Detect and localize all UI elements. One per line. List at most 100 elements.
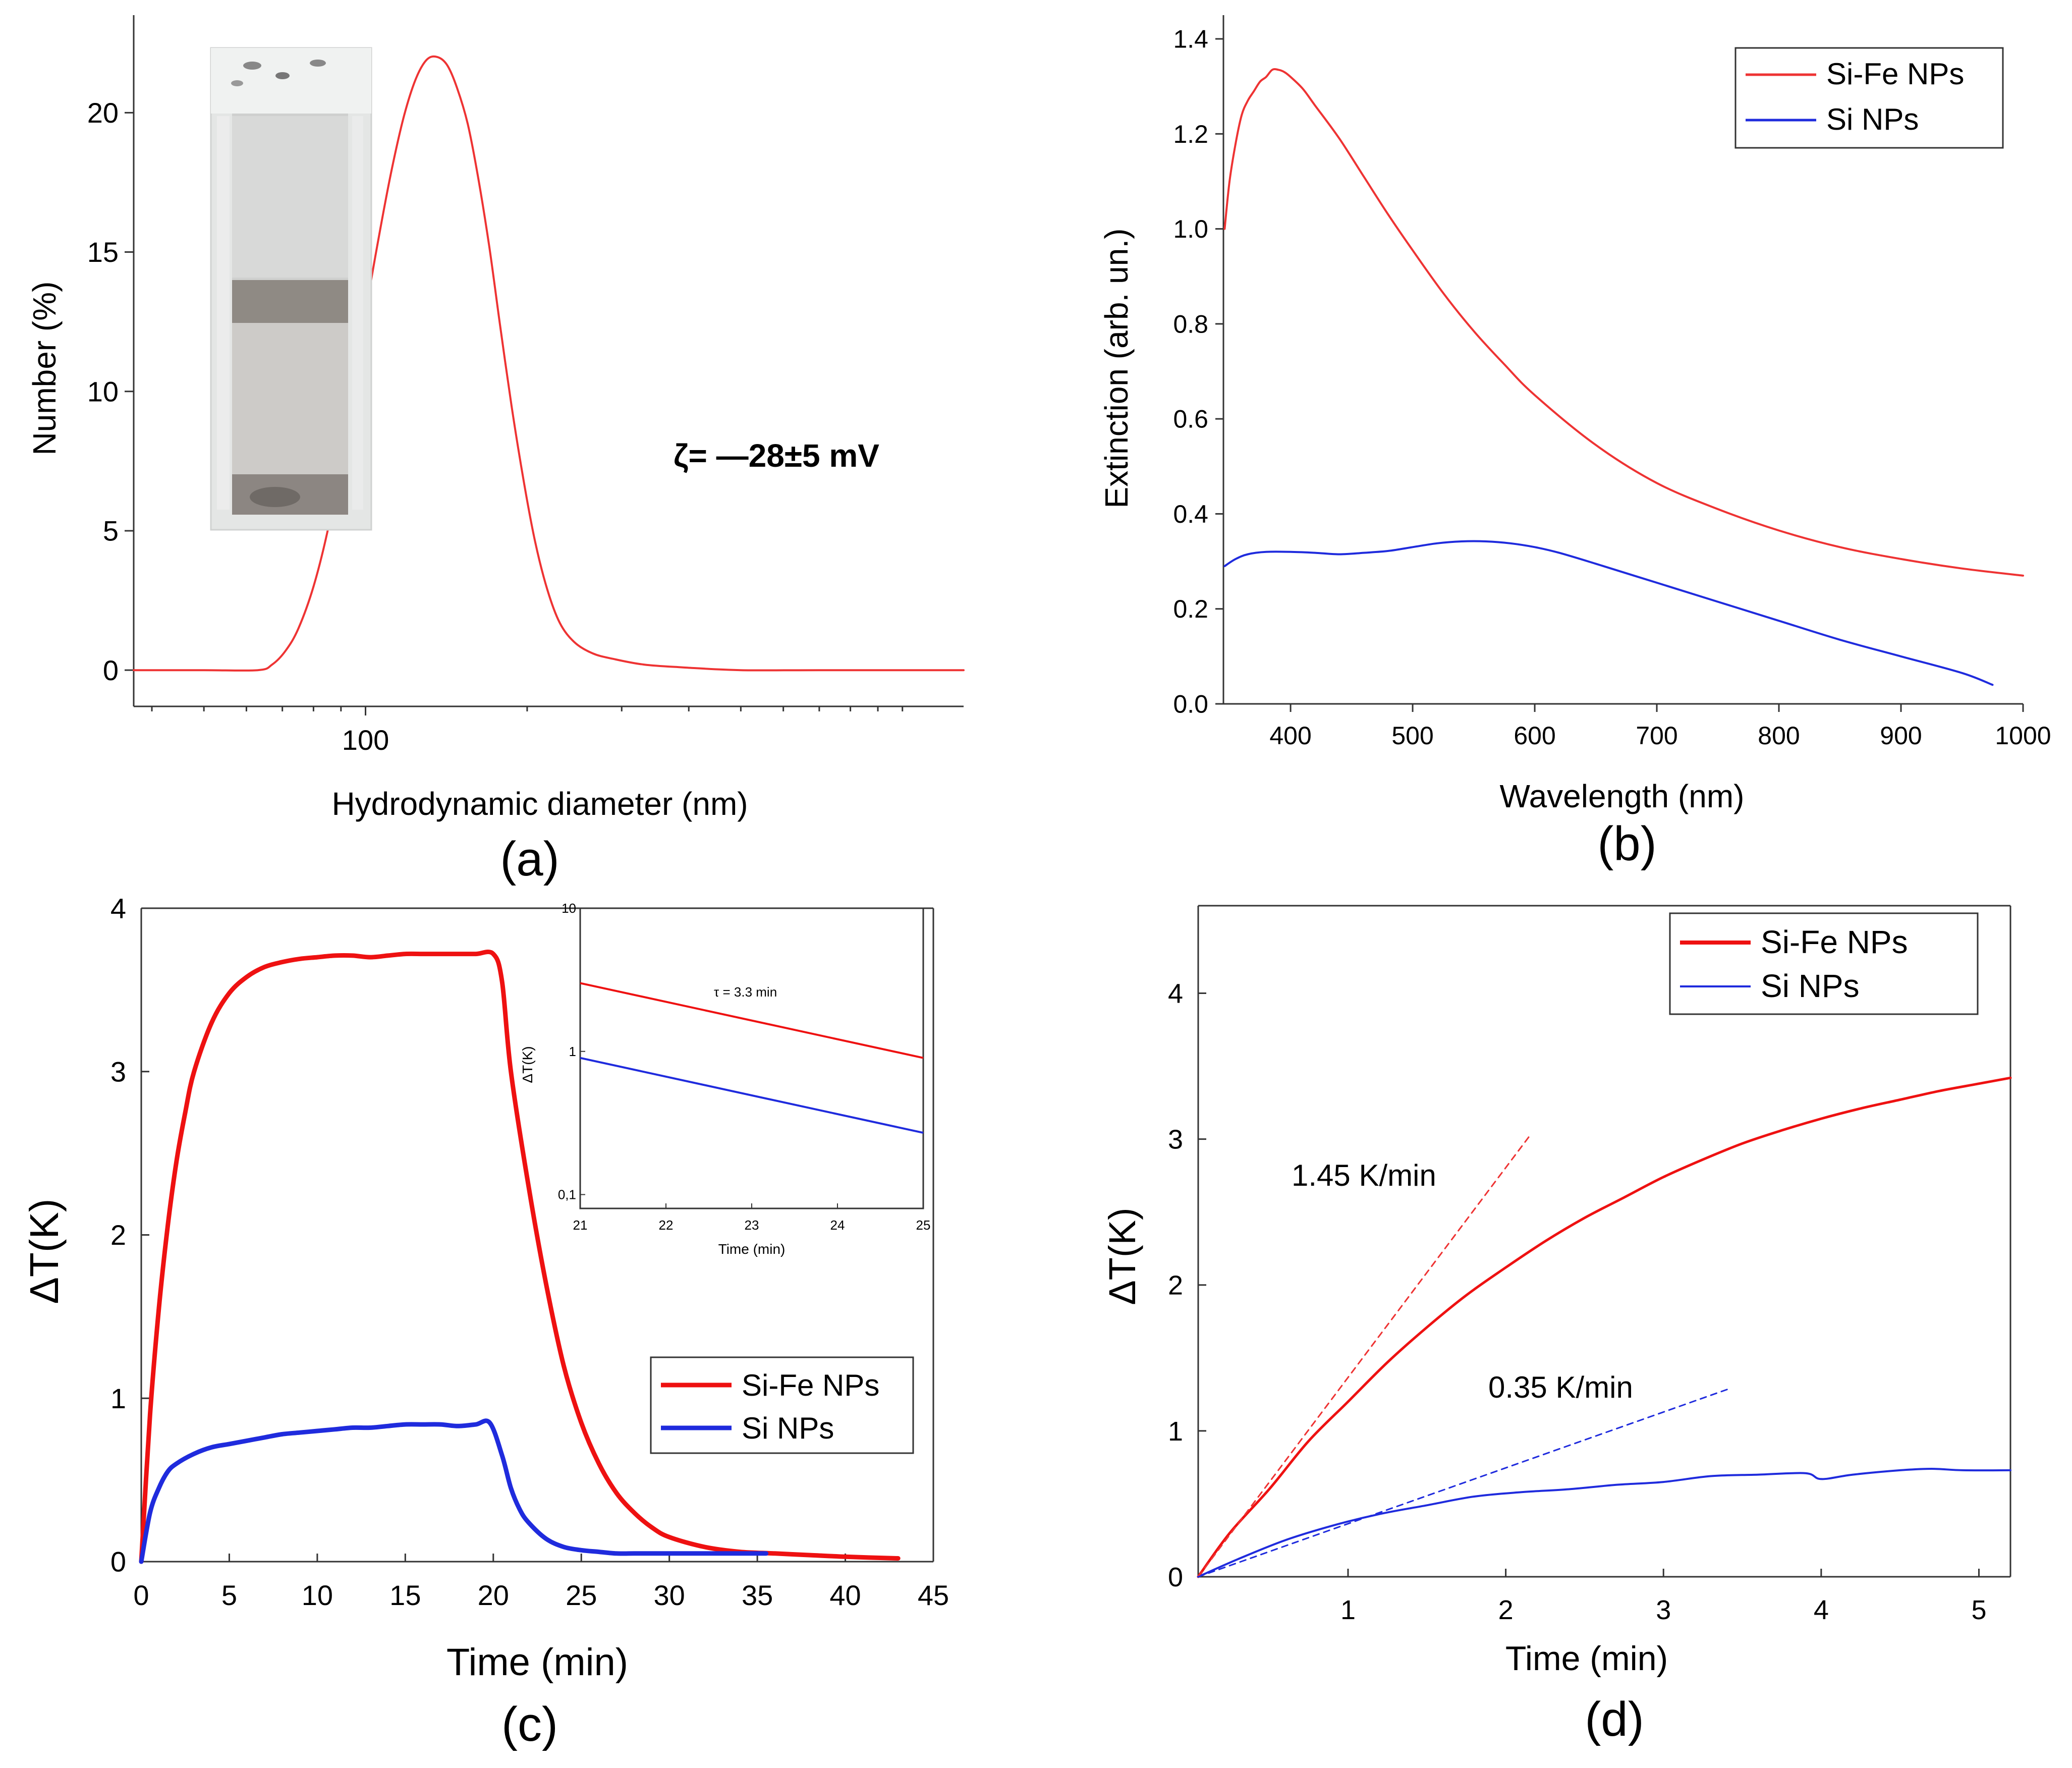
y-tick-label: 0 — [1168, 1562, 1183, 1592]
x-tick-label: 45 — [918, 1579, 949, 1611]
series-line-si-nps — [1223, 540, 1994, 686]
y-tick-label: 0 — [110, 1546, 126, 1578]
inset-frame — [579, 907, 924, 1209]
legend-label-si: Si NPs — [742, 1411, 834, 1445]
y-tick-label: 0.4 — [1173, 500, 1208, 528]
inset-x-tick-label: 22 — [659, 1218, 674, 1233]
panel-d-ylabel: ΔT(K) — [1101, 1207, 1143, 1305]
y-tick-label: 1 — [110, 1383, 126, 1414]
inset-y-tick-label: 10 — [562, 901, 576, 916]
y-tick-label: 20 — [87, 97, 119, 129]
panel-c-xlabel: Time (min) — [446, 1641, 628, 1684]
y-tick-label: 15 — [87, 236, 119, 268]
legend-label-si: Si NPs — [1761, 968, 1860, 1004]
inset-y-tick-label: 0,1 — [558, 1187, 576, 1202]
inset-series-line-si-fe-nps — [580, 982, 924, 1059]
series-line-si-fe-nps — [1197, 1076, 2012, 1578]
panel-d-xlabel: Time (min) — [1505, 1639, 1668, 1678]
x-tick-label: 0 — [133, 1579, 149, 1611]
panel-a-xlabel: Hydrodynamic diameter (nm) — [331, 786, 748, 822]
series-line-0-35-k-min-fit — [1197, 1388, 1730, 1578]
slope-annotation-si-fe: 1.45 K/min — [1292, 1158, 1436, 1192]
zeta-potential-annotation: ζ= —28±5 mV — [674, 437, 879, 474]
y-tick-label: 5 — [103, 515, 119, 547]
series-line-si-nps — [139, 1418, 769, 1564]
inset-series-line-si-nps — [580, 1057, 924, 1134]
legend-label-si-fe: Si-Fe NPs — [742, 1368, 879, 1402]
y-tick-label: 1.4 — [1173, 25, 1208, 53]
panel-d-legend: Si-Fe NPs Si NPs — [1669, 912, 1979, 1015]
x-tick-label: 500 — [1391, 722, 1433, 750]
x-tick-label: 5 — [221, 1579, 237, 1611]
x-tick-label: 35 — [742, 1579, 773, 1611]
y-tick-label: 2 — [110, 1219, 126, 1251]
x-tick-label: 40 — [829, 1579, 861, 1611]
legend-label-si-fe: Si-Fe NPs — [1826, 57, 1964, 91]
panel-a-ylabel: Number (%) — [26, 282, 63, 456]
y-tick-label: 1 — [1168, 1416, 1183, 1447]
inset-x-tick-label: 23 — [745, 1218, 759, 1233]
legend-label-si: Si NPs — [1826, 102, 1919, 136]
panel-c-label: (c) — [501, 1697, 558, 1751]
y-tick-label: 1.0 — [1173, 215, 1208, 243]
x-tick-label: 400 — [1269, 722, 1311, 750]
inset-x-tick-label: 24 — [830, 1218, 845, 1233]
series-line-size-distribution — [133, 55, 965, 672]
x-tick-label: 100 — [342, 724, 389, 756]
inset-xlabel: Time (min) — [718, 1241, 786, 1257]
panel-b-ylabel: Extinction (arb. un.) — [1098, 229, 1135, 509]
panel-a: 100 0 5 10 15 20 ζ= —28±5 mV Hydrodynamic dia… — [26, 15, 965, 886]
panel-b: 400 500 600 700 800 900 1000 0.0 0.2 0.4 0.6 0.8 1.0… — [1098, 15, 2051, 871]
panel-d-marks: 1 2 3 4 5 0 1 2 3 4 — [1168, 905, 2012, 1625]
x-tick-label: 1000 — [1995, 722, 2051, 750]
x-tick-label: 10 — [302, 1579, 333, 1611]
x-tick-label: 15 — [389, 1579, 421, 1611]
y-tick-label: 0.6 — [1173, 405, 1208, 433]
panel-b-label: (b) — [1597, 817, 1656, 871]
x-tick-label: 4 — [1814, 1595, 1829, 1625]
x-tick-label: 3 — [1656, 1595, 1671, 1625]
y-tick-label: 4 — [1168, 978, 1183, 1009]
y-tick-label: 1.2 — [1173, 120, 1208, 148]
y-tick-label: 0 — [103, 654, 119, 686]
x-tick-label: 600 — [1514, 722, 1555, 750]
panel-b-marks: 400 500 600 700 800 900 1000 0.0 0.2 0.4 0.6 0.8 1.0… — [1173, 15, 2051, 750]
x-tick-label: 20 — [478, 1579, 509, 1611]
inset-ylabel: ΔT(K) — [520, 1046, 535, 1083]
panel-c-legend: Si-Fe NPs Si NPs — [650, 1356, 914, 1454]
slope-annotation-si: 0.35 K/min — [1488, 1370, 1633, 1404]
x-tick-label: 25 — [566, 1579, 597, 1611]
series-line-si-fe-nps — [139, 950, 901, 1564]
panel-c-inset: 21 22 23 24 25 0,1 1 10 τ = 3.3 min Time (min) ΔT(… — [520, 901, 930, 1257]
y-tick-label: 3 — [110, 1056, 126, 1087]
inset-y-tick-label: 1 — [569, 1044, 576, 1059]
series-line-si-fe-nps — [1223, 68, 2024, 577]
x-tick-label: 700 — [1636, 722, 1677, 750]
panel-d-label: (d) — [1585, 1692, 1644, 1746]
panel-b-legend: Si-Fe NPs Si NPs — [1734, 47, 2004, 149]
y-tick-label: 3 — [1168, 1125, 1183, 1155]
panel-b-xlabel: Wavelength (nm) — [1500, 778, 1745, 814]
y-tick-label: 4 — [110, 893, 126, 924]
y-tick-label: 0.2 — [1173, 595, 1208, 623]
y-tick-label: 0.0 — [1173, 690, 1208, 719]
inset-x-tick-label: 25 — [916, 1218, 931, 1233]
x-tick-label: 30 — [654, 1579, 685, 1611]
series-line-1-45-k-min-fit — [1197, 1135, 1530, 1578]
x-tick-label: 1 — [1340, 1595, 1356, 1625]
x-tick-label: 5 — [1971, 1595, 1986, 1625]
legend-label-si-fe: Si-Fe NPs — [1761, 924, 1908, 960]
inset-tau-annotation: τ = 3.3 min — [714, 984, 777, 1000]
series-line-si-nps — [1197, 1468, 2011, 1578]
y-tick-label: 0.8 — [1173, 310, 1208, 338]
x-tick-label: 900 — [1880, 722, 1922, 750]
y-tick-label: 2 — [1168, 1270, 1183, 1301]
x-tick-label: 2 — [1498, 1595, 1514, 1625]
panel-c-ylabel: ΔT(K) — [22, 1199, 67, 1304]
y-tick-label: 10 — [87, 375, 119, 407]
panel-d: 1 2 3 4 5 0 1 2 3 4 Si-Fe NPs Si NPs 1.45 K/min 0… — [1101, 905, 2012, 1746]
panel-a-label: (a) — [500, 832, 559, 886]
